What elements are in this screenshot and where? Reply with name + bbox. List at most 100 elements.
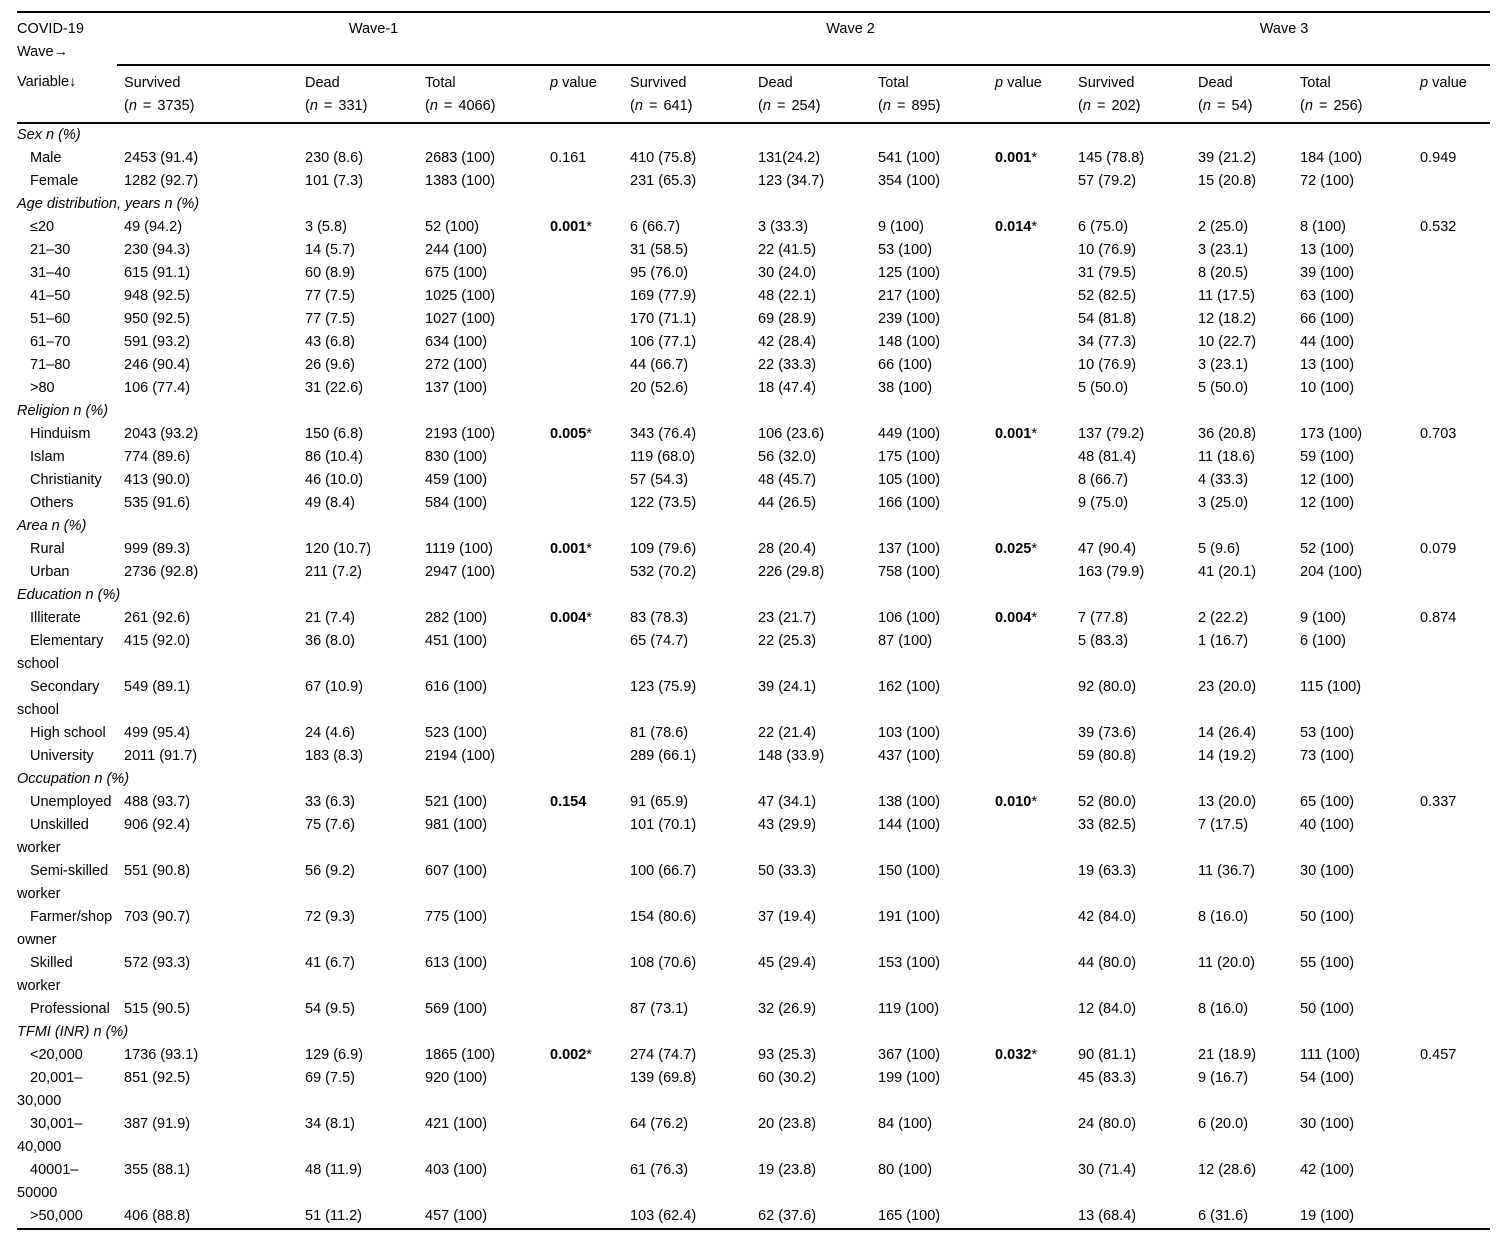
- data-cell: 56 (9.2): [305, 863, 355, 879]
- data-cell: 274 (74.7): [630, 1047, 697, 1063]
- data-cell: 59 (100): [1300, 449, 1355, 465]
- data-cell: 532 (70.2): [630, 564, 697, 580]
- row-label: Semi-skilled worker: [17, 863, 109, 902]
- p-value-cell: [988, 170, 1071, 193]
- data-cell: 415 (92.0): [124, 633, 191, 649]
- data-cell: 948 (92.5): [124, 288, 191, 304]
- data-cell: 21 (7.4): [305, 610, 355, 626]
- data-cell: 33 (6.3): [305, 794, 355, 810]
- p-value-cell: [988, 262, 1071, 285]
- data-cell: 2947 (100): [425, 564, 496, 580]
- row-label: <20,000: [30, 1047, 83, 1063]
- data-cell: 515 (90.5): [124, 1001, 191, 1017]
- data-cell: 137 (79.2): [1078, 426, 1145, 442]
- p-value-cell: [543, 492, 623, 515]
- table-row: 31–40 615 (91.1) 60 (8.9) 675 (100) 95 (76.0…: [17, 262, 1490, 285]
- data-cell: 355 (88.1): [124, 1162, 191, 1178]
- p-value-cell: [988, 814, 1071, 860]
- data-cell: 59 (80.8): [1078, 748, 1137, 764]
- p-value-cell: [988, 1159, 1071, 1205]
- section-row: Area n (%): [17, 515, 1490, 538]
- data-cell: 30 (100): [1300, 863, 1355, 879]
- p-value-cell: [1413, 354, 1490, 377]
- data-cell: 499 (95.4): [124, 725, 191, 741]
- p-value-cell: [1413, 722, 1490, 745]
- data-cell: 39 (21.2): [1198, 150, 1257, 166]
- significance-asterisk: *: [1031, 150, 1037, 166]
- section-title: Occupation n (%): [17, 771, 130, 787]
- data-cell: 30 (100): [1300, 1116, 1355, 1132]
- data-cell: 75 (7.6): [305, 817, 355, 833]
- row-label: Farmer/shop owner: [17, 909, 113, 948]
- data-cell: 103 (100): [878, 725, 941, 741]
- corner-header: COVID-19 Wave→: [17, 21, 84, 60]
- row-label: 31–40: [30, 265, 71, 281]
- p-value-cell: [543, 285, 623, 308]
- p-value-cell: [988, 1205, 1071, 1229]
- p-value-cell: [1413, 262, 1490, 285]
- data-cell: 105 (100): [878, 472, 941, 488]
- significance-asterisk: *: [1031, 219, 1037, 235]
- significance-asterisk: *: [1031, 610, 1037, 626]
- table-row: Unemployed 488 (93.7) 33 (6.3) 521 (100) 0.1…: [17, 791, 1490, 814]
- data-cell: 111 (100): [1300, 1047, 1360, 1063]
- p-value-cell: [1413, 239, 1490, 262]
- p-value-cell: 0.001*: [550, 219, 592, 235]
- p-value-cell: [988, 377, 1071, 400]
- data-cell: 55 (100): [1300, 955, 1355, 971]
- data-cell: 119 (68.0): [630, 449, 696, 465]
- data-cell: 45 (29.4): [758, 955, 817, 971]
- data-cell: 920 (100): [425, 1070, 488, 1086]
- data-cell: 774 (89.6): [124, 449, 191, 465]
- p-value-cell: [543, 722, 623, 745]
- p-value-cell: [1413, 906, 1490, 952]
- table-row: 71–80 246 (90.4) 26 (9.6) 272 (100) 44 (66.7…: [17, 354, 1490, 377]
- data-cell: 48 (81.4): [1078, 449, 1137, 465]
- data-cell: 246 (90.4): [124, 357, 191, 373]
- data-cell: 101 (7.3): [305, 173, 364, 189]
- data-cell: 230 (8.6): [305, 150, 364, 166]
- data-cell: 45 (83.3): [1078, 1070, 1137, 1086]
- data-cell: 9 (100): [878, 219, 924, 235]
- data-cell: 775 (100): [425, 909, 488, 925]
- data-cell: 6 (100): [1300, 633, 1346, 649]
- data-cell: 14 (26.4): [1198, 725, 1257, 741]
- table-row: Secondary school 549 (89.1) 67 (10.9) 616 (…: [17, 676, 1490, 722]
- data-cell: 65 (74.7): [630, 633, 689, 649]
- data-cell: 109 (79.6): [630, 541, 697, 557]
- p-value-cell: [543, 814, 623, 860]
- p-value-cell: [543, 1067, 623, 1113]
- p-value-cell: [988, 354, 1071, 377]
- data-cell: 42 (84.0): [1078, 909, 1137, 925]
- row-label: 41–50: [30, 288, 71, 304]
- data-cell: 183 (8.3): [305, 748, 364, 764]
- row-label: ≤20: [30, 219, 55, 235]
- data-cell: 199 (100): [878, 1070, 941, 1086]
- data-cell: 72 (100): [1300, 173, 1355, 189]
- section-title: TFMI (INR) n (%): [17, 1024, 129, 1040]
- data-cell: 106 (23.6): [758, 426, 825, 442]
- data-cell: 91 (65.9): [630, 794, 689, 810]
- column-header: Total (n = 895): [871, 65, 989, 124]
- table-row: >50,000 406 (88.8) 51 (11.2) 457 (100) 103 (…: [17, 1205, 1490, 1229]
- p-value-cell: [543, 1205, 623, 1229]
- p-value-cell: [988, 722, 1071, 745]
- data-cell: 1027 (100): [425, 311, 496, 327]
- data-cell: 906 (92.4): [124, 817, 191, 833]
- data-cell: 18 (47.4): [758, 380, 817, 396]
- row-label: 40001– 50000: [17, 1162, 79, 1201]
- p-value-cell: [988, 630, 1071, 676]
- data-cell: 34 (77.3): [1078, 334, 1137, 350]
- wave2-header: Wave 2: [623, 12, 1072, 66]
- data-cell: 137 (100): [878, 541, 941, 557]
- p-value-cell: [1413, 860, 1490, 906]
- data-cell: 33 (82.5): [1078, 817, 1137, 833]
- data-cell: 20 (52.6): [630, 380, 689, 396]
- data-cell: 39 (100): [1300, 265, 1355, 281]
- significance-asterisk: *: [1031, 794, 1037, 810]
- data-cell: 163 (79.9): [1078, 564, 1145, 580]
- row-label: 21–30: [30, 242, 71, 258]
- data-cell: 19 (23.8): [758, 1162, 817, 1178]
- data-cell: 758 (100): [878, 564, 941, 580]
- row-label: Rural: [30, 541, 65, 557]
